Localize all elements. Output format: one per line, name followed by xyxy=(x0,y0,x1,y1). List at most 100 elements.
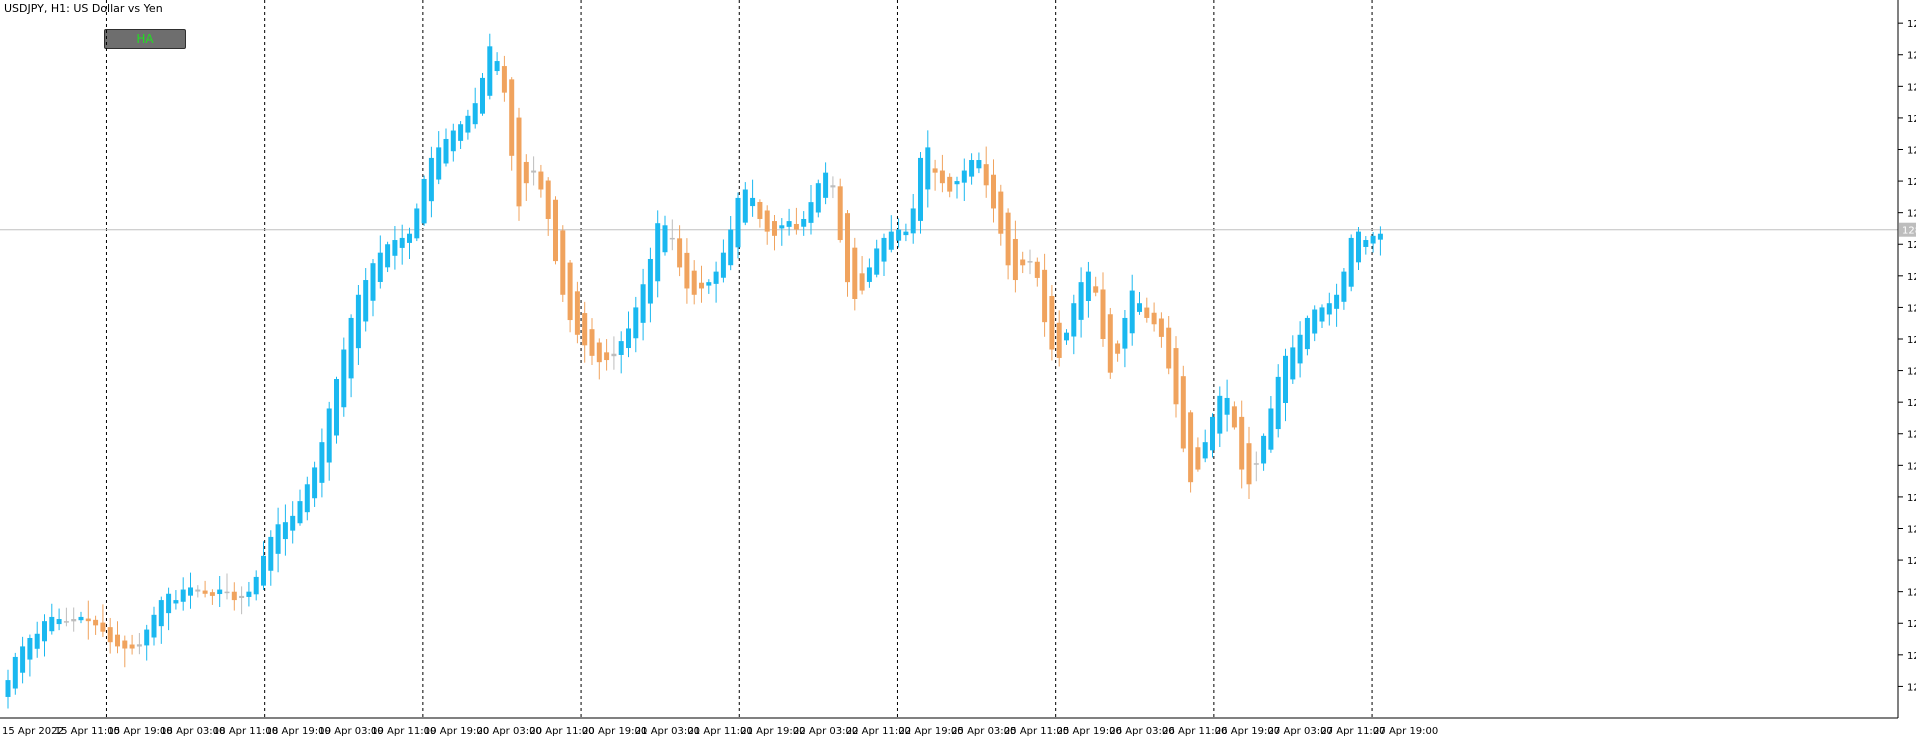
candle-body xyxy=(845,213,850,283)
candle-body xyxy=(275,524,281,554)
candle-body xyxy=(115,634,120,647)
candle-body xyxy=(545,180,551,219)
candle-body xyxy=(246,591,252,597)
candle-body xyxy=(808,202,814,223)
candle-body xyxy=(1202,442,1208,459)
candle-body xyxy=(1326,303,1332,315)
candle-body xyxy=(1129,290,1135,334)
candle-body xyxy=(231,591,237,601)
x-tick-label: 21 Apr 11:00 xyxy=(688,726,753,737)
candle-body xyxy=(282,522,288,540)
candle-body xyxy=(450,130,456,152)
y-tick-label: 128.870 xyxy=(1907,114,1916,125)
x-tick-label: 26 Apr 19:00 xyxy=(1215,726,1280,737)
candle-body xyxy=(947,176,953,192)
candle-body xyxy=(976,160,982,169)
y-tick-label: 126.620 xyxy=(1907,588,1916,599)
candle-body xyxy=(925,147,931,190)
candle-body xyxy=(691,270,697,295)
candle-body xyxy=(1093,286,1099,293)
candle-body xyxy=(1122,317,1128,349)
candle-body xyxy=(107,627,113,643)
candle-body xyxy=(1064,332,1069,341)
candle-body xyxy=(399,237,405,248)
candle-body xyxy=(1210,416,1215,451)
axis-layer: 129.320 129.170 129.020 128.870 128.720 128.5… xyxy=(0,0,1916,737)
candle-body xyxy=(531,170,537,173)
candle-body xyxy=(71,619,77,622)
candle-body xyxy=(1348,237,1354,287)
candle-body xyxy=(334,379,339,436)
y-tick-label: 128.420 xyxy=(1907,209,1916,220)
x-tick-label: 21 Apr 19:00 xyxy=(740,726,805,737)
candle-body xyxy=(355,294,361,349)
x-tick-label: 20 Apr 11:00 xyxy=(529,726,594,737)
candle-body xyxy=(859,273,865,291)
candle-body xyxy=(742,189,748,223)
heiken-ashi-button[interactable]: HA xyxy=(104,29,186,49)
candle-body xyxy=(647,258,653,304)
candle-body xyxy=(151,614,157,638)
candle-body xyxy=(217,589,223,595)
candle-body xyxy=(421,178,427,224)
candle-body xyxy=(932,168,938,173)
candle-body xyxy=(998,191,1004,234)
candle-body xyxy=(341,349,347,408)
x-tick-label: 15 Apr 2022 xyxy=(2,726,64,737)
y-tick-label: 126.920 xyxy=(1907,524,1916,535)
candle-body xyxy=(750,197,756,207)
y-tick-label: 128.570 xyxy=(1907,177,1916,188)
candle-body xyxy=(1100,289,1106,339)
candle-body xyxy=(757,201,763,219)
x-tick-label: 15 Apr 19:00 xyxy=(107,726,172,737)
candle-body xyxy=(815,183,821,213)
candle-body xyxy=(954,181,960,185)
candle-body xyxy=(1246,443,1252,485)
candle-body xyxy=(1253,463,1259,465)
candle-body xyxy=(764,210,770,232)
y-tick-label: 128.720 xyxy=(1907,145,1916,156)
candle-body xyxy=(611,353,617,357)
candle-body xyxy=(728,229,734,266)
candle-body xyxy=(1085,271,1091,302)
candle-body xyxy=(874,248,880,275)
candle-body xyxy=(348,317,354,379)
candle-body xyxy=(640,284,646,323)
y-tick-label: 127.970 xyxy=(1907,303,1916,314)
candle-body xyxy=(1144,307,1150,318)
candle-body xyxy=(1056,322,1062,358)
candle-body xyxy=(1151,312,1157,325)
candle-body xyxy=(626,328,631,349)
candle-body xyxy=(1173,348,1179,405)
candle-body xyxy=(538,171,544,190)
candle-body xyxy=(618,341,624,355)
candle-body xyxy=(494,61,500,72)
candle-body xyxy=(78,616,84,621)
grid-layer xyxy=(0,0,1898,718)
y-tick-label: 129.020 xyxy=(1907,82,1916,93)
candle-body xyxy=(436,147,442,180)
candle-body xyxy=(735,197,741,248)
candle-body xyxy=(304,484,310,513)
candle-body xyxy=(939,170,945,184)
candle-body xyxy=(1027,261,1033,263)
candle-body xyxy=(509,79,515,156)
candle-body xyxy=(1356,231,1361,263)
y-tick-label: 127.670 xyxy=(1907,367,1916,378)
x-tick-label: 18 Apr 11:00 xyxy=(213,726,278,737)
candle-body xyxy=(633,307,639,339)
candle-body xyxy=(1290,347,1296,380)
candle-body xyxy=(772,221,777,236)
y-tick-label: 127.520 xyxy=(1907,398,1916,409)
current-price-label: 128.339 xyxy=(1902,226,1916,237)
candle-body xyxy=(465,115,471,133)
candle-body xyxy=(27,637,33,660)
x-tick-label: 25 Apr 11:00 xyxy=(1004,726,1069,737)
candle-body xyxy=(852,247,858,299)
candle-body xyxy=(1377,233,1383,240)
x-tick-label: 27 Apr 11:00 xyxy=(1320,726,1385,737)
x-tick-label: 20 Apr 03:00 xyxy=(477,726,542,737)
candle-body xyxy=(443,138,449,164)
candle-body xyxy=(12,656,18,689)
candle-body xyxy=(582,313,588,346)
